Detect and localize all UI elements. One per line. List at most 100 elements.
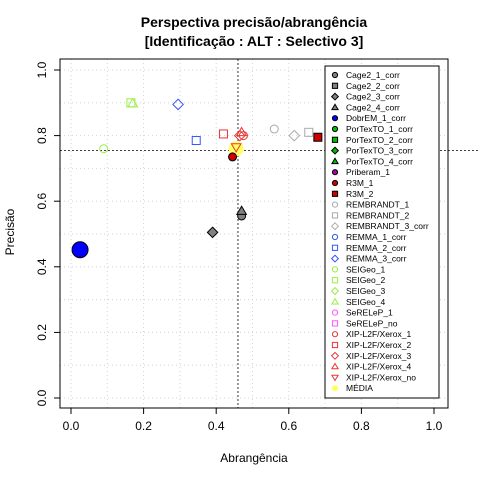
legend-marker xyxy=(331,266,339,273)
y-tick-label: 0.6 xyxy=(35,193,49,210)
chart-subtitle: [Identificação : ALT : Selectivo 3] xyxy=(145,33,364,49)
legend-marker xyxy=(331,320,339,327)
legend-label: Cage2_2_corr xyxy=(346,81,400,91)
legend-marker xyxy=(331,115,339,122)
legend-marker xyxy=(331,309,339,316)
x-axis-label: Abrangência xyxy=(220,451,288,465)
data-point xyxy=(304,127,314,137)
legend-marker xyxy=(331,136,339,143)
data-point xyxy=(206,226,219,239)
legend-marker xyxy=(331,125,339,133)
data-point xyxy=(269,124,279,134)
legend-box xyxy=(324,65,440,399)
legend-marker xyxy=(330,92,340,101)
chart-title: Perspectiva precisão/abrangência xyxy=(141,14,368,30)
legend-marker xyxy=(331,71,339,79)
legend: Cage2_1_corrCage2_2_corrCage2_3_corrCage… xyxy=(324,65,440,399)
legend-marker xyxy=(330,286,340,296)
legend-label: XIP-L2F/Xerox_4 xyxy=(346,362,411,372)
legend-label: REMBRANDT_3_corr xyxy=(346,221,429,231)
legend-marker xyxy=(330,254,340,263)
legend-marker xyxy=(331,233,339,241)
y-tick-label: 0.4 xyxy=(35,258,49,275)
legend-marker xyxy=(330,222,340,231)
legend-label: Priberam_1 xyxy=(346,167,390,177)
legend-label: Cage2_4_corr xyxy=(346,102,400,112)
legend-label: Cage2_1_corr xyxy=(346,70,400,80)
legend-label: XIP-L2F/Xerox_1 xyxy=(346,329,411,339)
legend-label: PorTexTO_1_corr xyxy=(346,124,413,134)
legend-label: Cage2_3_corr xyxy=(346,92,400,102)
legend-label: XIP-L2F/Xerox_3 xyxy=(346,351,411,361)
legend-marker xyxy=(331,201,339,208)
legend-label: SEIGeo_1 xyxy=(346,264,385,274)
data-point xyxy=(228,152,238,162)
plot-frame xyxy=(59,58,449,409)
legend-label: SEIGeo_4 xyxy=(346,297,385,307)
legend-label: SeRELeP_1 xyxy=(346,308,393,318)
data-points xyxy=(71,97,323,259)
data-point xyxy=(218,129,228,139)
legend-label: PorTexTO_4_corr xyxy=(346,156,413,166)
y-tick-label: 0.8 xyxy=(35,127,49,144)
x-tick-label: 0.6 xyxy=(280,419,297,433)
data-point xyxy=(172,98,184,111)
data-point xyxy=(127,97,139,108)
legend-label: XIP-L2F/Xerox_no xyxy=(346,372,416,382)
x-tick-label: 0.8 xyxy=(353,419,370,433)
y-tick-label: 0.0 xyxy=(35,389,49,406)
legend-marker xyxy=(331,190,339,197)
legend-marker xyxy=(331,331,339,338)
legend-marker xyxy=(331,374,339,382)
legend-label: XIP-L2F/Xerox_2 xyxy=(346,340,411,350)
x-tick-label: 0.0 xyxy=(63,419,80,433)
x-axis: 0.0 0.2 0.4 0.6 0.8 1.0 xyxy=(63,408,443,433)
legend-label: PorTexTO_2_corr xyxy=(346,135,413,145)
y-tick-label: 1.0 xyxy=(35,61,49,78)
legend-marker xyxy=(331,169,339,176)
legend-label: REMMA_3_corr xyxy=(346,254,407,264)
legend-label: DobrEM_1_corr xyxy=(346,113,406,123)
legend-marker xyxy=(331,157,339,165)
legend-label: SEIGeo_3 xyxy=(346,286,385,296)
legend-label: PorTexTO_3_corr xyxy=(346,146,413,156)
data-point xyxy=(235,205,248,215)
data-point xyxy=(99,144,109,154)
legend-label: R3M_1 xyxy=(346,178,374,188)
data-point xyxy=(233,129,246,142)
legend-label: SeRELeP_no xyxy=(346,318,398,328)
data-point xyxy=(191,136,201,146)
legend-marker xyxy=(331,179,339,187)
legend-marker xyxy=(331,103,339,111)
legend-label: REMBRANDT_2 xyxy=(346,210,410,220)
x-tick-label: 0.4 xyxy=(208,419,225,433)
legend-marker xyxy=(331,341,339,349)
legend-label: SEIGeo_2 xyxy=(346,275,385,285)
grid xyxy=(60,59,448,408)
legend-marker xyxy=(331,385,339,392)
data-point xyxy=(71,241,89,259)
legend-marker xyxy=(330,146,340,155)
legend-label: REMBRANDT_1 xyxy=(346,200,410,210)
legend-marker xyxy=(331,362,339,370)
data-point xyxy=(230,143,242,153)
legend-marker xyxy=(331,244,339,251)
legend-marker xyxy=(331,297,339,305)
legend-label: REMMA_1_corr xyxy=(346,232,407,242)
legend-marker xyxy=(330,351,340,360)
y-tick-label: 0.2 xyxy=(35,324,49,341)
x-tick-label: 0.2 xyxy=(135,419,152,433)
legend-label: REMMA_2_corr xyxy=(346,243,407,253)
data-point xyxy=(235,126,248,137)
legend-marker xyxy=(331,277,339,284)
legend-label: R3M_2 xyxy=(346,189,374,199)
legend-marker xyxy=(331,212,339,219)
data-point xyxy=(288,129,301,142)
legend-marker xyxy=(331,82,339,89)
y-axis: 0.0 0.2 0.4 0.6 0.8 1.0 xyxy=(35,61,60,406)
legend-label: MÉDIA xyxy=(346,383,373,393)
x-tick-label: 1.0 xyxy=(426,419,443,433)
data-point xyxy=(313,132,323,142)
y-axis-label: Precisão xyxy=(3,208,17,255)
